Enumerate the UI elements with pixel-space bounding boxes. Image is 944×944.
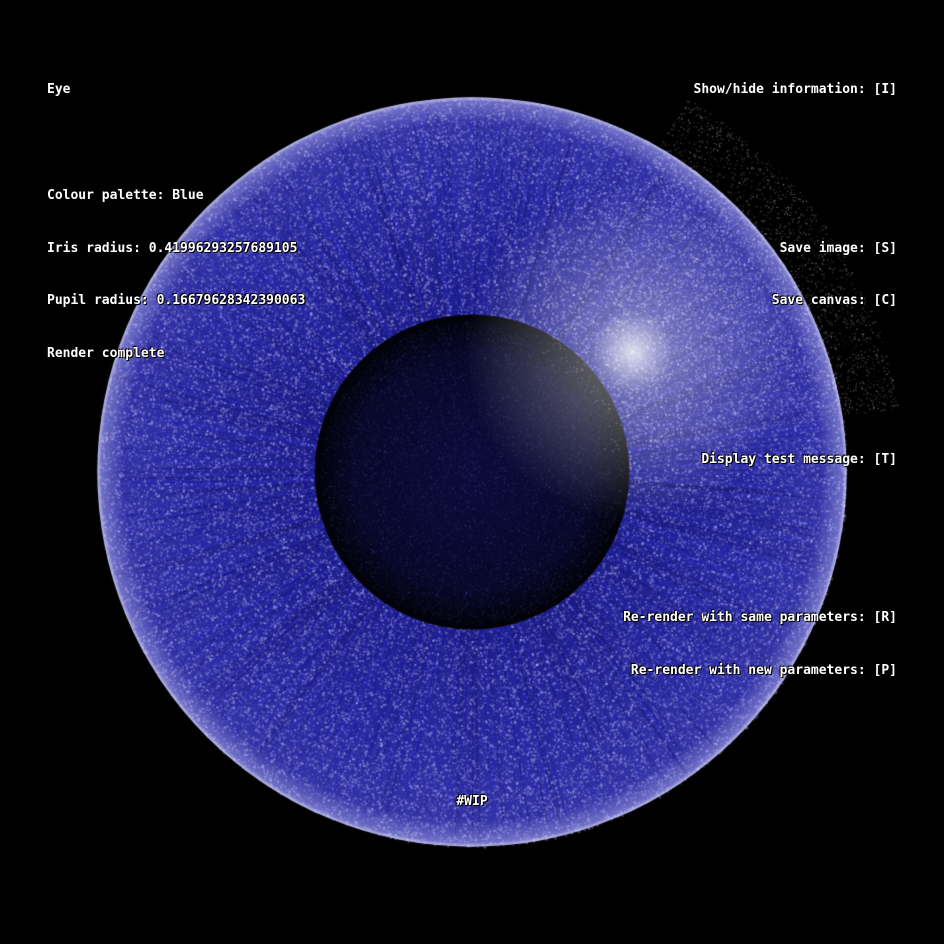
info-panel: Eye Colour palette: Blue Iris radius: 0.… [47, 46, 305, 398]
render-status: Render complete [47, 346, 165, 362]
rerender-new-hint[interactable]: Re-render with new parameters: [P] [630, 662, 897, 678]
palette-info: Colour palette: Blue [47, 187, 204, 203]
controls-spacer [623, 134, 897, 152]
controls-spacer [623, 398, 897, 416]
test-message-hint[interactable]: Display test message: [T] [701, 451, 897, 467]
iris-radius-info: Iris radius: 0.41996293257689105 [47, 240, 298, 256]
toggle-info-hint[interactable]: Show/hide information: [I] [693, 82, 898, 98]
save-image-hint[interactable]: Save image: [S] [779, 240, 897, 256]
controls-spacer [623, 187, 897, 205]
wip-watermark: #WIP [456, 794, 488, 809]
pupil-radius-info: Pupil radius: 0.16679628342390063 [47, 293, 306, 309]
controls-spacer [623, 345, 897, 363]
sketch-title: Eye [47, 82, 71, 98]
controls-spacer [623, 556, 897, 574]
controls-panel: Show/hide information: [I] Save image: [… [623, 46, 897, 715]
controls-spacer [623, 503, 897, 521]
rerender-same-hint[interactable]: Re-render with same parameters: [R] [623, 610, 897, 625]
info-spacer [47, 134, 305, 152]
save-canvas-hint[interactable]: Save canvas: [C] [771, 293, 897, 309]
